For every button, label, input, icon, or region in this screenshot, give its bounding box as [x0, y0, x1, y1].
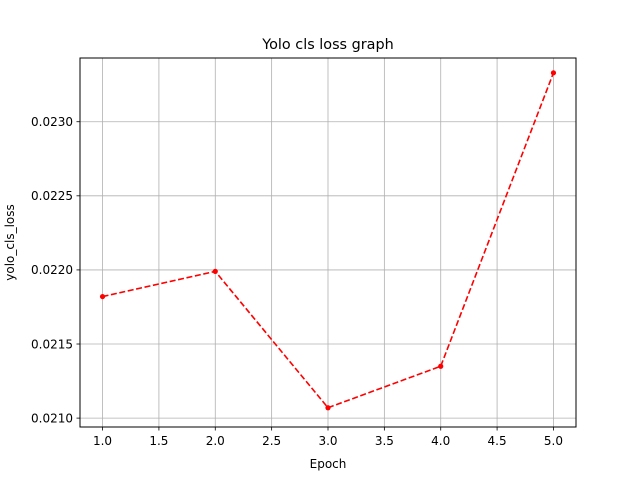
x-tick-label: 3.5 [375, 434, 394, 448]
y-tick-label: 0.0210 [31, 411, 73, 425]
x-tick-label: 2.0 [206, 434, 225, 448]
y-tick-label: 0.0215 [31, 337, 73, 351]
x-tick-label: 3.0 [318, 434, 337, 448]
axis-ticks: 1.0 1.5 2.0 2.5 3.0 3.5 4.0 4.5 5.0 0.0210 0.0215 0… [31, 115, 563, 448]
x-axis-label: Epoch [310, 457, 347, 471]
y-tick-label: 0.0220 [31, 263, 73, 277]
x-tick-label: 4.5 [488, 434, 507, 448]
series-group [99, 70, 557, 411]
x-tick-label: 1.5 [149, 434, 168, 448]
x-tick-label: 5.0 [544, 434, 563, 448]
data-point [550, 70, 557, 76]
y-tick-label: 0.0230 [31, 115, 73, 129]
x-tick-label: 2.5 [262, 434, 281, 448]
data-point [438, 363, 444, 369]
x-tick-label: 1.0 [93, 434, 112, 448]
y-tick-label: 0.0225 [31, 189, 73, 203]
data-point [99, 293, 106, 300]
chart-title: Yolo cls loss graph [261, 37, 394, 53]
data-point [212, 268, 218, 274]
x-tick-label: 4.0 [431, 434, 450, 448]
y-axis-label: yolo_cls_loss [3, 204, 17, 280]
data-point [325, 405, 331, 411]
